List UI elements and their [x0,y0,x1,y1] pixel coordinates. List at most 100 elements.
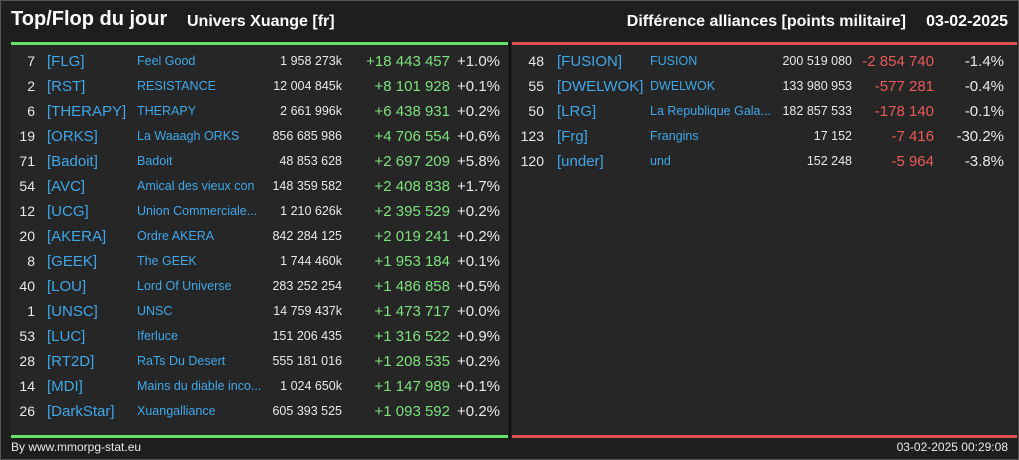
points-difference: +18 443 457 [366,53,450,70]
alliance-points: 1 744 460k [280,254,342,268]
header: Top/Flop du jour Univers Xuange [fr] Dif… [1,1,1018,41]
alliance-name-link[interactable]: FUSION [650,54,698,68]
alliance-points: 856 685 986 [272,129,342,143]
points-difference: +1 953 184 [374,253,451,270]
alliance-tag-link[interactable]: [AVC] [47,178,86,195]
alliance-name-link[interactable]: RaTs Du Desert [137,354,226,368]
alliance-name-link[interactable]: und [650,154,671,168]
percent-change: -30.2% [956,128,1004,145]
points-difference: +1 316 522 [374,328,451,345]
top-row: 28 [RT2D] RaTs Du Desert 555 181 016 +1 208 … [11,349,508,374]
alliance-points: 555 181 016 [272,354,342,368]
alliance-rank: 71 [19,153,35,169]
alliance-points: 12 004 845k [273,79,342,93]
alliance-rank: 6 [27,103,35,119]
alliance-tag-link[interactable]: [MDI] [47,378,83,395]
alliance-name-link[interactable]: Ordre AKERA [137,229,215,243]
alliance-points: 842 284 125 [272,229,342,243]
alliance-points: 1 024 650k [280,379,342,393]
credit-link[interactable]: By www.mmorpg-stat.eu [11,440,142,454]
points-difference: +1 473 717 [374,303,451,320]
top-row: 7 [FLG] Feel Good 1 958 273k +18 443 457 +1.0… [11,49,508,74]
alliance-tag-link[interactable]: [FLG] [47,53,85,70]
top-row: 12 [UCG] Union Commerciale... 1 210 626k +2 … [11,199,508,224]
alliance-tag-link[interactable]: [UNSC] [47,303,98,320]
alliance-name-link[interactable]: Frangins [650,129,699,143]
flop-row: 48 [FUSION] FUSION 200 519 080 -2 854 740 -1.… [512,49,1017,74]
alliance-rank: 28 [19,353,35,369]
top-row: 14 [MDI] Mains du diable inco... 1 024 650k… [11,374,508,399]
top-row: 6 [THERAPY] THERAPY 2 661 996k +6 438 931 +0.… [11,99,508,124]
alliance-rank: 2 [27,78,35,94]
flop-row: 55 [DWELWOK] DWELWOK 133 980 953 -577 281 -0.… [512,74,1017,99]
percent-change: +0.2% [457,103,500,120]
top-panel: 7 [FLG] Feel Good 1 958 273k +18 443 457 +1.0… [11,42,508,438]
points-difference: -5 964 [891,153,934,170]
alliance-rank: 53 [19,328,35,344]
flop-row: 50 [LRG] La Republique Gala... 182 857 533 -… [512,99,1017,124]
alliance-name-link[interactable]: DWELWOK [650,79,716,93]
alliance-tag-link[interactable]: [RST] [47,78,86,95]
alliance-tag-link[interactable]: [DWELWOK] [557,78,644,95]
percent-change: -0.4% [964,78,1004,95]
alliance-name-link[interactable]: RESISTANCE [137,79,216,93]
page-title: Top/Flop du jour [11,8,168,30]
alliance-name-link[interactable]: The GEEK [137,254,197,268]
points-difference: +1 147 989 [374,378,451,395]
alliance-tag-link[interactable]: [ORKS] [47,128,98,145]
alliance-tag-link[interactable]: [FUSION] [557,53,623,70]
alliance-points: 14 759 437k [273,304,342,318]
alliance-tag-link[interactable]: [UCG] [47,203,89,220]
top-row: 20 [AKERA] Ordre AKERA 842 284 125 +2 019 24… [11,224,508,249]
alliance-name-link[interactable]: Xuangalliance [137,404,216,418]
alliance-tag-link[interactable]: [LRG] [557,103,597,120]
alliance-name-link[interactable]: Iferluce [137,329,178,343]
percent-change: -0.1% [964,103,1004,120]
alliance-points: 283 252 254 [272,279,342,293]
alliance-points: 200 519 080 [782,54,852,68]
alliance-name-link[interactable]: Badoit [137,154,173,168]
alliance-name-link[interactable]: Amical des vieux con [137,179,255,193]
alliance-rank: 48 [528,53,544,69]
alliance-name-link[interactable]: THERAPY [137,104,197,118]
alliance-rank: 120 [520,153,544,169]
percent-change: +0.9% [457,328,500,345]
points-difference: -178 140 [874,103,934,120]
divider [509,42,511,438]
alliance-name-link[interactable]: Feel Good [137,54,196,68]
percent-change: -1.4% [964,53,1004,70]
percent-change: +0.1% [457,78,500,95]
points-difference: -2 854 740 [862,53,934,70]
percent-change: +1.7% [457,178,500,195]
alliance-rank: 26 [19,403,35,419]
alliance-rank: 40 [19,278,35,294]
alliance-tag-link[interactable]: [GEEK] [47,253,98,270]
alliance-points: 152 248 [806,154,852,168]
alliance-points: 1 210 626k [280,204,342,218]
alliance-tag-link[interactable]: [LOU] [47,278,87,295]
ranking-subtitle: Différence alliances [points militaire] [626,13,906,30]
alliance-points: 133 980 953 [782,79,852,93]
top-row: 26 [DarkStar] Xuangalliance 605 393 525 +1 0… [11,399,508,424]
alliance-tag-link[interactable]: [DarkStar] [47,403,115,420]
points-difference: +1 208 535 [374,353,451,370]
points-difference: +2 408 838 [374,178,451,195]
alliance-name-link[interactable]: Mains du diable inco... [137,379,262,393]
top-row: 2 [RST] RESISTANCE 12 004 845k +8 101 928 +0.… [11,74,508,99]
alliance-tag-link[interactable]: [LUC] [47,328,86,345]
alliance-name-link[interactable]: UNSC [137,304,173,318]
alliance-name-link[interactable]: Union Commerciale... [137,204,258,218]
alliance-tag-link[interactable]: [under] [557,153,604,170]
points-difference: +8 101 928 [374,78,451,95]
alliance-tag-link[interactable]: [Badoit] [47,153,98,170]
alliance-tag-link[interactable]: [RT2D] [47,353,95,370]
alliance-name-link[interactable]: Lord Of Universe [137,279,232,293]
alliance-name-link[interactable]: La Waaagh ORKS [137,129,240,143]
alliance-tag-link[interactable]: [THERAPY] [47,103,127,120]
alliance-tag-link[interactable]: [Frg] [557,128,588,145]
report-date: 03-02-2025 [926,13,1008,30]
alliance-tag-link[interactable]: [AKERA] [47,228,107,245]
alliance-name-link[interactable]: La Republique Gala... [650,104,771,118]
percent-change: +0.1% [457,378,500,395]
